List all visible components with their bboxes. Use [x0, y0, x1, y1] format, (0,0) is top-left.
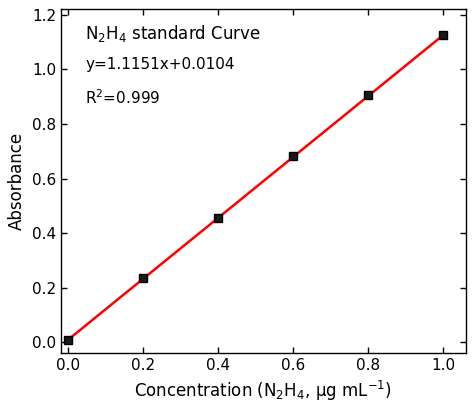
Text: y=1.1151x+0.0104: y=1.1151x+0.0104 — [85, 58, 235, 72]
Text: R$^2$=0.999: R$^2$=0.999 — [85, 88, 161, 107]
X-axis label: Concentration (N$_2$H$_4$, μg mL$^{-1}$): Concentration (N$_2$H$_4$, μg mL$^{-1}$) — [135, 379, 392, 403]
Text: N$_2$H$_4$ standard Curve: N$_2$H$_4$ standard Curve — [85, 23, 261, 44]
Y-axis label: Absorbance: Absorbance — [9, 132, 27, 230]
